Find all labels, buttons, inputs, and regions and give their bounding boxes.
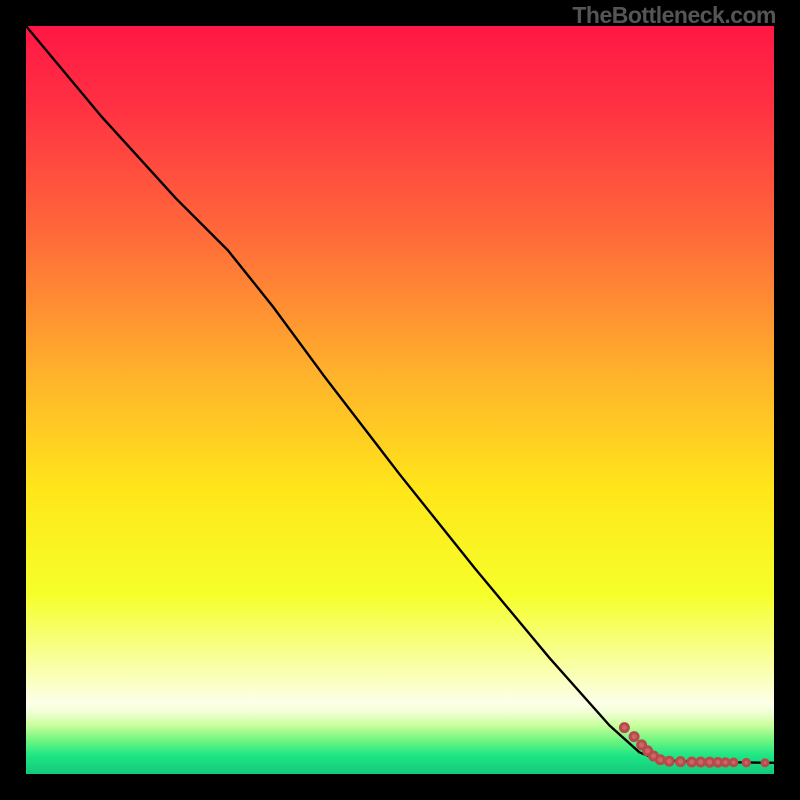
plot-background [26,26,774,774]
data-point [630,733,638,741]
data-point [665,757,673,765]
data-point [688,758,696,766]
chart-container: TheBottleneck.com [0,0,800,800]
data-point [743,759,749,765]
data-point [656,756,664,764]
watermark-text: TheBottleneck.com [572,2,776,29]
bottleneck-chart [0,0,800,800]
data-point [697,758,705,766]
data-point [620,724,628,732]
data-point [706,758,714,766]
data-point [722,759,729,766]
data-point [762,760,768,766]
data-point [730,759,737,766]
data-point [677,758,685,766]
